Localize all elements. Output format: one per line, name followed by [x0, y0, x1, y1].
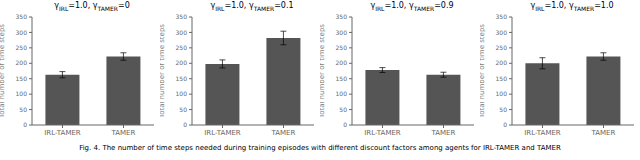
svg-text:250: 250 — [16, 44, 28, 51]
svg-text:50: 50 — [19, 106, 27, 113]
html-text:γIRL=1.0, γTAMER=1.0: γIRL=1.0, γTAMER=1.0 — [530, 1, 614, 12]
svg-text:Total number of time steps: Total number of time steps — [480, 24, 486, 119]
svg-text:250: 250 — [336, 44, 348, 51]
svg-text:Total number of time steps: Total number of time steps — [320, 24, 326, 119]
html-text:γIRL=1.0, γTAMER=0.1: γIRL=1.0, γTAMER=0.1 — [210, 1, 294, 12]
svg-text:300: 300 — [496, 29, 508, 36]
svg-text:100: 100 — [336, 90, 348, 97]
svg-text:IRL-TAMER: IRL-TAMER — [364, 129, 401, 137]
svg-text:IRL-TAMER: IRL-TAMER — [204, 129, 241, 137]
svg-text:200: 200 — [16, 59, 28, 66]
svg-text:150: 150 — [176, 75, 188, 82]
svg-text:IRL-TAMER: IRL-TAMER — [524, 129, 561, 137]
svg-text:250: 250 — [176, 44, 188, 51]
svg-text:200: 200 — [496, 59, 508, 66]
svg-text:200: 200 — [336, 59, 348, 66]
svg-text:TAMER: TAMER — [431, 129, 456, 137]
html-text:Fig. 4. The number of time ste: Fig. 4. The number of time steps needed … — [79, 144, 561, 152]
svg-text:300: 300 — [16, 29, 28, 36]
svg-text:IRL-TAMER: IRL-TAMER — [44, 129, 81, 137]
html-text:γIRL=1.0, γTAMER=0: γIRL=1.0, γTAMER=0 — [54, 1, 130, 12]
svg-text:100: 100 — [496, 90, 508, 97]
svg-text:200: 200 — [176, 59, 188, 66]
svg-text:100: 100 — [176, 90, 188, 97]
svg-text:150: 150 — [496, 75, 508, 82]
svg-text:300: 300 — [176, 29, 188, 36]
svg-text:0: 0 — [23, 121, 27, 128]
svg-text:150: 150 — [336, 75, 348, 82]
svg-text:250: 250 — [496, 44, 508, 51]
svg-text:0: 0 — [503, 121, 507, 128]
svg-text:150: 150 — [16, 75, 28, 82]
svg-text:50: 50 — [339, 106, 347, 113]
svg-text:100: 100 — [16, 90, 28, 97]
html-text:γIRL=1.0, γTAMER=0.9: γIRL=1.0, γTAMER=0.9 — [370, 1, 454, 12]
svg-text:350: 350 — [336, 13, 348, 20]
svg-text:300: 300 — [336, 29, 348, 36]
svg-text:0: 0 — [343, 121, 347, 128]
svg-text:50: 50 — [499, 106, 507, 113]
svg-text:350: 350 — [16, 13, 28, 20]
svg-text:Total number of time steps: Total number of time steps — [160, 24, 166, 119]
svg-text:TAMER: TAMER — [271, 129, 296, 137]
svg-text:TAMER: TAMER — [591, 129, 616, 137]
svg-text:350: 350 — [176, 13, 188, 20]
svg-text:TAMER: TAMER — [111, 129, 136, 137]
svg-text:0: 0 — [183, 121, 187, 128]
svg-text:350: 350 — [496, 13, 508, 20]
svg-text:50: 50 — [179, 106, 187, 113]
